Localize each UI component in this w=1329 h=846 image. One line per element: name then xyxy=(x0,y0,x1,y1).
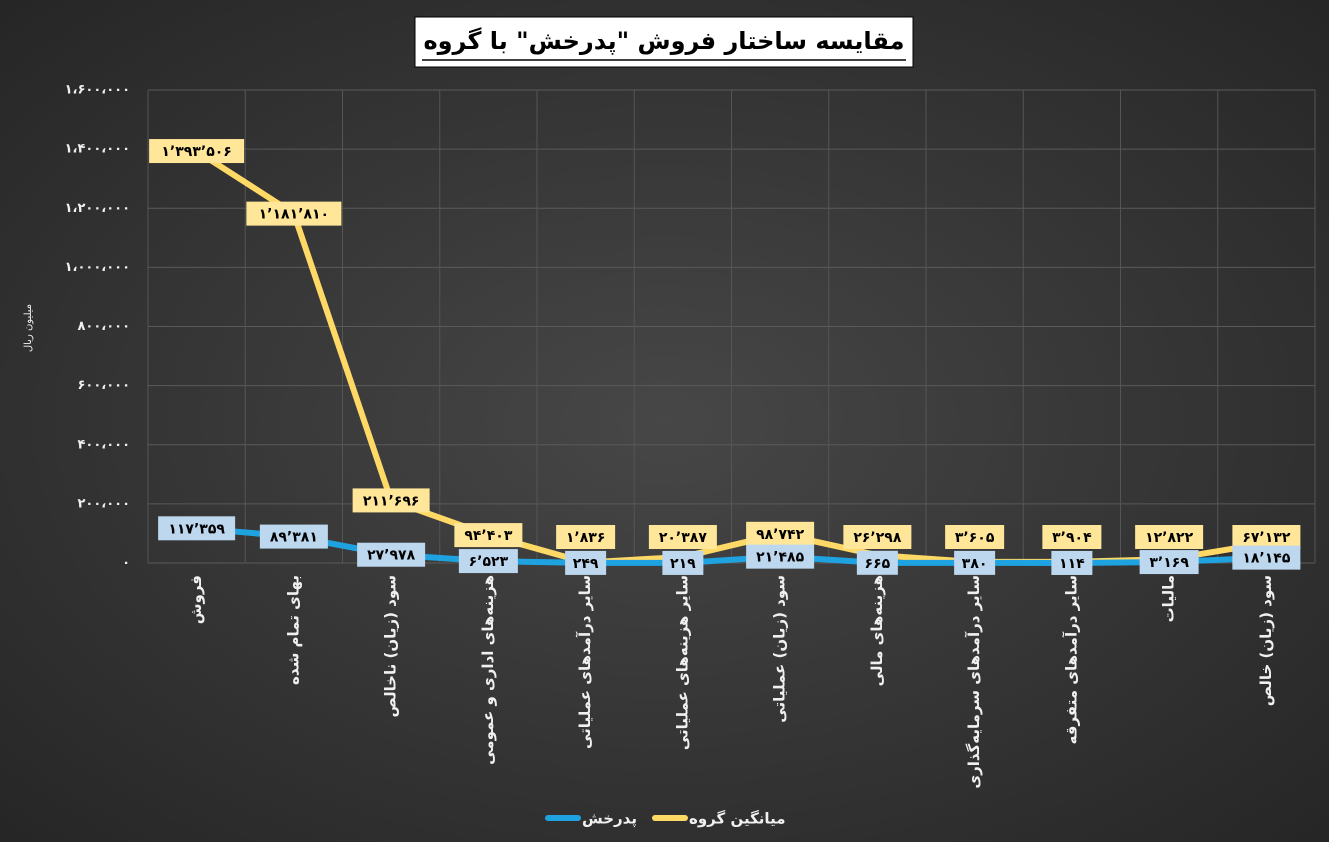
x-tick-label: هزینه‌های اداری و عمومی xyxy=(479,575,497,765)
value-label: ۳’۱۶۹ xyxy=(1149,555,1189,571)
value-label-box xyxy=(357,542,426,567)
legend-label: میانگین گروه xyxy=(689,810,785,828)
y-tick-label: ۲۰۰،۰۰۰ xyxy=(77,496,130,511)
value-label-box xyxy=(454,523,523,548)
value-label-box xyxy=(954,550,996,575)
y-tick-label: ۱،۰۰۰،۰۰۰ xyxy=(65,260,130,275)
value-label-box xyxy=(856,550,898,575)
y-tick-label: ۶۰۰،۰۰۰ xyxy=(77,378,130,393)
value-label: ۲۴۹ xyxy=(573,556,599,572)
value-label: ۹۸’۷۴۲ xyxy=(756,527,804,543)
value-label-box xyxy=(259,524,328,549)
x-tick-label: سایر درآمدهای عملیاتی xyxy=(576,575,594,749)
y-tick-label: ۱،۶۰۰،۰۰۰ xyxy=(65,83,130,98)
value-label-box xyxy=(1139,550,1199,575)
value-label-box xyxy=(1135,525,1204,549)
y-tick-label: ۴۰۰،۰۰۰ xyxy=(77,437,130,452)
x-tick-label: فروش xyxy=(187,575,205,624)
value-label-box xyxy=(648,525,717,549)
x-tick-label: سود (زیان) خالص xyxy=(1257,575,1275,706)
value-label: ۲۱۱’۶۹۶ xyxy=(363,493,420,509)
value-label: ۹۴’۴۰۳ xyxy=(464,528,512,544)
value-label: ۶۶۵ xyxy=(865,556,891,572)
title-box xyxy=(414,16,914,68)
value-label: ۲۱۹ xyxy=(670,556,696,572)
value-label: ۶’۵۲۳ xyxy=(469,554,509,570)
x-tick-label: سود (زیان) عملیاتی xyxy=(771,575,789,723)
x-tick-label: هزینه‌های مالی xyxy=(868,575,886,686)
value-label-box xyxy=(746,544,815,569)
chart-title: مقایسه ساختار فروش "پدرخش" با گروه xyxy=(423,27,904,55)
value-label-box xyxy=(458,549,518,574)
value-label-box xyxy=(149,139,245,164)
value-label-box xyxy=(1232,545,1301,570)
value-label: ۱’۱۸۱’۸۱۰ xyxy=(259,207,329,223)
value-label: ۱’۸۳۶ xyxy=(566,530,606,546)
x-tick-label: بهای تمام شده xyxy=(284,575,302,685)
value-label-box xyxy=(746,521,815,546)
value-label: ۲۰’۳۸۷ xyxy=(659,530,707,546)
legend-label: پدرخش xyxy=(582,810,637,829)
value-label: ۶۷’۱۳۲ xyxy=(1242,530,1290,546)
value-label-box xyxy=(1051,550,1093,575)
x-tick-label: سود (زیان) ناخالص xyxy=(382,575,400,718)
y-axis-label: میلیون ریال xyxy=(23,304,34,352)
x-tick-label: سایر درآمدهای سرمایه‌گذاری xyxy=(965,575,983,789)
value-label: ۸۹’۳۸۱ xyxy=(270,530,318,546)
value-label: ۱۱۴ xyxy=(1059,556,1085,572)
value-label-box xyxy=(662,550,704,575)
y-tick-label: ۸۰۰،۰۰۰ xyxy=(77,319,130,334)
x-tick-label: سایر درآمدهای متفرقه xyxy=(1062,575,1080,744)
y-tick-label: ۰ xyxy=(122,556,130,571)
x-tick-label: سایر هزینه‌های عملیاتی xyxy=(673,575,691,750)
value-label-box xyxy=(158,516,236,541)
value-label-box xyxy=(352,488,430,513)
y-tick-label: ۱،۲۰۰،۰۰۰ xyxy=(65,201,130,216)
value-label-box xyxy=(565,550,607,575)
value-label: ۱۱۷’۳۵۹ xyxy=(168,521,225,537)
value-label-box xyxy=(1232,525,1301,549)
value-label-box xyxy=(556,525,616,549)
value-label: ۱’۳۹۳’۵۰۶ xyxy=(161,144,231,160)
value-label: ۳۸۰ xyxy=(962,556,988,572)
value-label-box xyxy=(1042,525,1102,549)
value-label: ۱۸’۱۴۵ xyxy=(1242,551,1290,567)
value-label: ۲۱’۴۸۵ xyxy=(756,550,804,566)
x-tick-label: مالیات xyxy=(1160,575,1178,622)
value-label-box xyxy=(945,525,1005,549)
value-label: ۲۶’۲۹۸ xyxy=(853,530,901,546)
value-label-box xyxy=(843,525,912,549)
value-label-box xyxy=(246,201,342,226)
y-tick-label: ۱،۴۰۰،۰۰۰ xyxy=(65,142,130,157)
value-label: ۳’۶۰۵ xyxy=(955,530,995,546)
value-label: ۳’۹۰۴ xyxy=(1052,530,1092,546)
value-label: ۱۲’۸۲۲ xyxy=(1145,530,1193,546)
value-label: ۲۷’۹۷۸ xyxy=(367,548,415,564)
